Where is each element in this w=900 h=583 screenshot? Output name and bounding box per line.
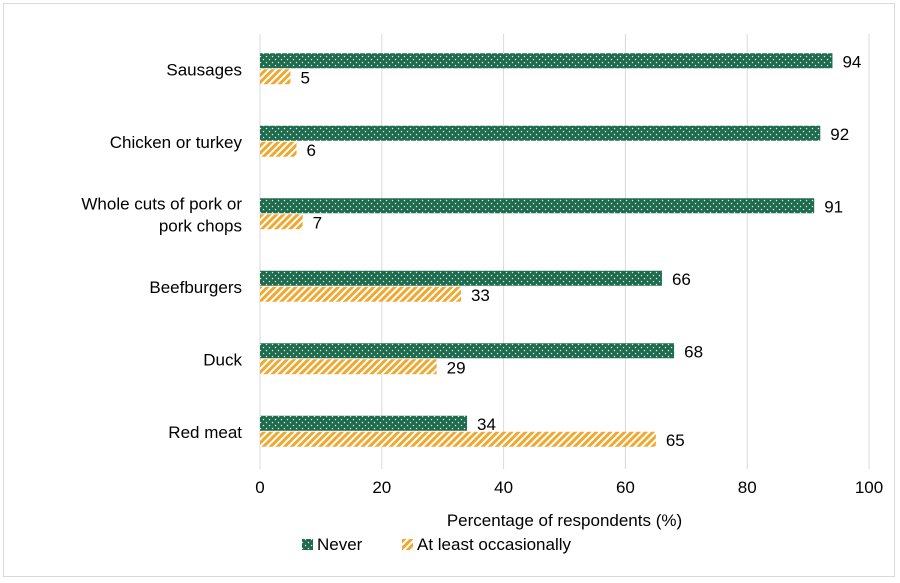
data-label: 94 (842, 52, 861, 71)
category-label: Red meat (168, 423, 242, 442)
bar-never-sausages (260, 53, 833, 69)
data-label: 92 (830, 125, 849, 144)
category-label: Whole cuts of pork or (81, 194, 242, 213)
x-axis-title: Percentage of respondents (%) (447, 511, 682, 530)
bar-never-whole-cuts-of-pork-or-pork-chops (260, 198, 815, 214)
data-label: 6 (307, 141, 316, 160)
gridlines (259, 34, 870, 469)
category-label: Duck (203, 350, 242, 369)
x-tick-label: 60 (616, 478, 635, 497)
x-tick-label: 100 (855, 478, 883, 497)
data-label: 91 (824, 197, 843, 216)
bar-never-duck (260, 343, 675, 359)
data-label: 5 (300, 68, 309, 87)
bar-chart: 0 20 40 60 80 100 Percentage of respondents (%… (81, 34, 883, 554)
x-tick-label: 0 (255, 478, 264, 497)
data-label: 29 (447, 358, 466, 377)
bar-at-least-occasionally-whole-cuts-of-pork-or-pork-chops (260, 214, 303, 230)
bar-never-beefburgers (260, 270, 662, 286)
bar-at-least-occasionally-chicken-or-turkey (260, 141, 297, 157)
x-tick-label: 20 (372, 478, 391, 497)
data-label: 34 (477, 415, 496, 434)
bar-never-red-meat (260, 415, 468, 431)
legend-swatch-never (302, 539, 313, 550)
bar-at-least-occasionally-sausages (260, 69, 291, 85)
x-tick-label: 80 (738, 478, 757, 497)
bars (260, 53, 833, 447)
x-tick-label: 40 (494, 478, 513, 497)
category-label: pork chops (159, 216, 242, 235)
bar-at-least-occasionally-duck (260, 359, 437, 375)
data-label: 7 (313, 213, 322, 232)
category-label: Sausages (166, 60, 242, 79)
legend-label-never: Never (317, 535, 363, 554)
data-label: 68 (684, 342, 703, 361)
category-label: Beefburgers (149, 278, 242, 297)
bar-at-least-occasionally-red-meat (260, 431, 656, 447)
category-label: Chicken or turkey (110, 133, 243, 152)
bar-at-least-occasionally-beefburgers (260, 286, 461, 302)
data-label: 65 (666, 431, 685, 450)
chart-frame: 0 20 40 60 80 100 Percentage of respondents (%… (3, 3, 895, 577)
labels: 0 20 40 60 80 100 Percentage of respondents (%… (81, 52, 883, 530)
data-label: 33 (471, 286, 490, 305)
legend-swatch-at-least-occasionally (402, 539, 413, 550)
data-label: 66 (672, 270, 691, 289)
legend-label-at-least-occasionally: At least occasionally (417, 535, 572, 554)
legend: Never At least occasionally (302, 535, 572, 554)
bar-never-chicken-or-turkey (260, 125, 821, 141)
